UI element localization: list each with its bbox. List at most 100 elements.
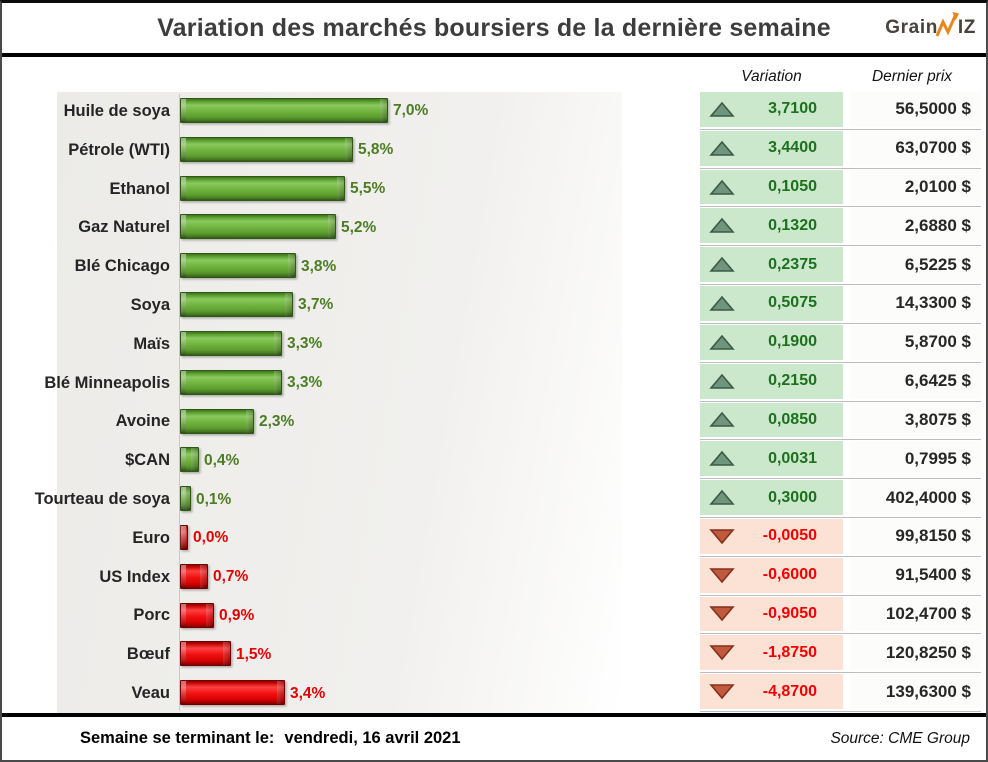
last-price-cell: 63,0700 $: [850, 130, 981, 166]
row-label: Huile de soya: [63, 101, 170, 120]
variation-value: 3,4400: [768, 139, 817, 157]
bar-value-label: 0,9%: [219, 606, 255, 624]
last-price: 5,8700 $: [904, 332, 971, 352]
last-price-cell: 402,4000 $: [850, 480, 981, 515]
table-row: Soya 3,7% 0,5075 14,3300 $: [2, 286, 986, 325]
row-label: Gaz Naturel: [78, 218, 170, 237]
last-price-cell: 6,5225 $: [850, 247, 981, 283]
table-row: Maïs 3,3% 0,1900 5,8700 $: [2, 324, 986, 364]
row-divider: [700, 516, 981, 518]
up-triangle-icon: [709, 450, 735, 467]
down-triangle-icon: [709, 644, 735, 661]
up-triangle-icon: [709, 256, 735, 273]
row-divider: [700, 711, 981, 712]
column-header-variation: Variation: [741, 68, 802, 85]
row-divider: [700, 322, 981, 324]
brand-logo: Grain IZ: [885, 11, 976, 45]
row-divider: [700, 206, 981, 208]
table-row: Bœuf 1,5% -1,8750 120,8250 $: [2, 635, 986, 674]
brand-text-grain: Grain: [885, 17, 938, 38]
variation-cell: 0,1320: [700, 208, 843, 244]
variation-cell: 0,3000: [700, 480, 843, 515]
last-price: 56,5000 $: [895, 99, 971, 119]
variation-value: 0,0031: [768, 449, 817, 467]
last-price: 14,3300 $: [895, 293, 971, 313]
row-divider: [700, 439, 981, 441]
last-price: 139,6300 $: [885, 681, 971, 701]
last-price-cell: 56,5000 $: [850, 92, 981, 127]
footer-source: Source: CME Group: [830, 729, 970, 747]
row-divider: [700, 361, 981, 363]
bar-value-label: 5,2%: [341, 218, 377, 236]
bar: [180, 175, 345, 201]
up-triangle-icon: [709, 101, 735, 118]
last-price: 99,8150 $: [895, 526, 971, 546]
row-divider: [700, 555, 981, 557]
down-triangle-icon: [709, 605, 735, 622]
last-price: 120,8250 $: [885, 642, 971, 662]
up-triangle-icon: [709, 179, 735, 196]
variation-value: -4,8700: [762, 682, 817, 700]
bar-value-label: 0,1%: [196, 490, 232, 508]
variation-cell: 3,4400: [700, 130, 843, 166]
variation-value: -0,6000: [762, 566, 817, 584]
variation-cell: 0,5075: [700, 286, 843, 321]
row-divider: [700, 245, 981, 247]
up-triangle-icon: [709, 334, 735, 351]
footer-week-value: vendredi, 16 avril 2021: [284, 729, 461, 747]
bar: [180, 563, 208, 589]
variation-value: 3,7100: [768, 100, 817, 118]
last-price-cell: 0,7995 $: [850, 441, 981, 477]
variation-cell: -4,8700: [700, 674, 843, 709]
bar: [180, 214, 336, 240]
last-price: 6,6425 $: [904, 371, 971, 391]
variation-cell: -0,6000: [700, 557, 843, 593]
table-row: Tourteau de soya 0,1% 0,3000 402,4000 $: [2, 480, 986, 519]
bar: [180, 447, 199, 473]
bar: [180, 136, 353, 162]
variation-cell: 0,0031: [700, 441, 843, 477]
variation-value: 0,1900: [768, 333, 817, 351]
variation-cell: 0,1050: [700, 169, 843, 205]
variation-cell: 0,0850: [700, 402, 843, 438]
down-triangle-icon: [709, 528, 735, 545]
down-triangle-icon: [709, 683, 735, 700]
title-bar: Variation des marchés boursiers de la de…: [2, 3, 986, 57]
last-price-cell: 91,5400 $: [850, 557, 981, 593]
row-label: Ethanol: [109, 179, 171, 198]
bar: [180, 486, 191, 512]
last-price: 0,7995 $: [904, 448, 971, 468]
variation-cell: 0,2150: [700, 363, 843, 399]
bar-value-label: 3,7%: [298, 296, 334, 314]
bar-value-label: 0,4%: [204, 451, 240, 469]
variation-cell: 0,2375: [700, 247, 843, 283]
table-row: Veau 3,4% -4,8700 139,6300 $: [2, 674, 986, 713]
row-label: Tourteau de soya: [34, 490, 170, 509]
last-price-cell: 120,8250 $: [850, 635, 981, 671]
last-price: 63,0700 $: [895, 138, 971, 158]
row-label: $CAN: [125, 451, 170, 470]
footer: Semaine se terminant le: vendredi, 16 av…: [2, 713, 986, 760]
last-price-cell: 2,0100 $: [850, 169, 981, 205]
row-divider: [700, 128, 981, 130]
last-price: 2,6880 $: [904, 215, 971, 235]
table-row: Blé Minneapolis 3,3% 0,2150 6,6425 $: [2, 363, 986, 403]
up-triangle-icon: [709, 295, 735, 312]
bar-value-label: 5,5%: [350, 180, 386, 198]
table-row: $CAN 0,4% 0,0031 0,7995 $: [2, 441, 986, 480]
row-divider: [700, 167, 981, 169]
table-row: Huile de soya 7,0% 3,7100 56,5000 $: [2, 92, 986, 131]
last-price: 3,8075 $: [904, 409, 971, 429]
last-price-cell: 99,8150 $: [850, 518, 981, 554]
row-divider: [700, 284, 981, 286]
last-price-cell: 6,6425 $: [850, 363, 981, 399]
last-price-cell: 102,4700 $: [850, 596, 981, 632]
table-row: US Index 0,7% -0,6000 91,5400 $: [2, 557, 986, 597]
variation-value: 0,1320: [768, 216, 817, 234]
row-label: Pétrole (WTI): [68, 140, 170, 159]
last-price-cell: 2,6880 $: [850, 208, 981, 244]
variation-value: 0,2375: [768, 255, 817, 273]
variation-value: 0,2150: [768, 372, 817, 390]
brand-text-iz: IZ: [957, 17, 976, 38]
variation-cell: 3,7100: [700, 92, 843, 127]
